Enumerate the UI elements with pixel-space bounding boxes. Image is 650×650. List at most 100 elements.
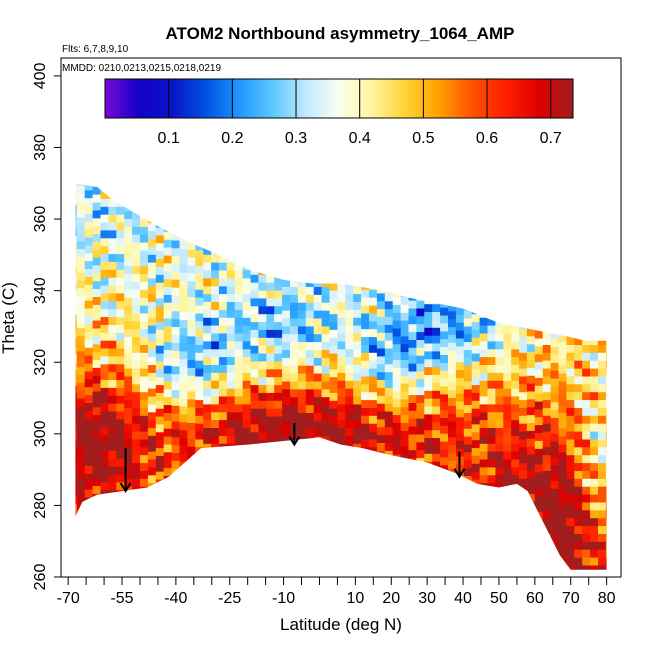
- heatmap-cell: [108, 387, 117, 396]
- heatmap-cell: [574, 509, 583, 519]
- heatmap-cell: [282, 294, 291, 303]
- heatmap-cell: [132, 494, 141, 503]
- heatmap-cell: [195, 368, 204, 377]
- heatmap-cell: [100, 292, 109, 302]
- x-tick-label: -25: [218, 590, 241, 607]
- heatmap-cell: [155, 274, 165, 283]
- heatmap-cell: [290, 262, 299, 272]
- heatmap-cell: [147, 451, 157, 460]
- heatmap-cell: [487, 325, 496, 334]
- heatmap-cell: [155, 297, 165, 307]
- heatmap-cell: [140, 486, 149, 495]
- heatmap-cell: [147, 482, 157, 491]
- heatmap-cell: [305, 396, 315, 406]
- heatmap-cell: [582, 352, 591, 361]
- heatmap-cell: [440, 378, 449, 387]
- heatmap-cell: [132, 352, 141, 361]
- heatmap-cell: [250, 431, 259, 441]
- heatmap-cell: [92, 453, 102, 463]
- heatmap-cell: [463, 365, 473, 374]
- heatmap-cell: [487, 466, 496, 476]
- heatmap-cell: [171, 381, 181, 391]
- heatmap-cell: [590, 352, 599, 361]
- heatmap-cell: [471, 423, 481, 433]
- heatmap-cell: [179, 295, 188, 305]
- heatmap-cell: [590, 446, 599, 456]
- heatmap-cell: [171, 255, 181, 265]
- heatmap-cell: [605, 431, 607, 440]
- heatmap-cell: [471, 400, 481, 409]
- heatmap-cell: [187, 359, 196, 368]
- heatmap-cell: [369, 431, 378, 440]
- heatmap-cell: [187, 320, 196, 329]
- heatmap-cell: [503, 490, 512, 499]
- heatmap-cell: [566, 383, 575, 393]
- heatmap-cell: [266, 368, 275, 378]
- heatmap-cell: [511, 458, 520, 468]
- heatmap-cell: [519, 470, 528, 479]
- heatmap-cell: [313, 357, 323, 366]
- heatmap-cell: [329, 415, 338, 425]
- heatmap-cell: [147, 403, 157, 413]
- heatmap-cell: [242, 356, 252, 365]
- heatmap-cell: [124, 431, 133, 440]
- heatmap-cell: [511, 348, 520, 358]
- heatmap-cell: [448, 428, 457, 438]
- heatmap-cell: [218, 348, 228, 358]
- heatmap-cell: [590, 375, 599, 385]
- heatmap-cell: [369, 352, 378, 361]
- heatmap-cell: [432, 303, 441, 312]
- heatmap-cell: [75, 204, 78, 213]
- heatmap-cell: [155, 282, 165, 291]
- heatmap-cell: [542, 328, 552, 338]
- heatmap-cell: [526, 327, 536, 337]
- heatmap-cell: [369, 328, 378, 338]
- heatmap-cell: [440, 441, 449, 450]
- heatmap-cell: [163, 302, 173, 311]
- heatmap-cell: [305, 325, 315, 335]
- heatmap-cell: [76, 216, 86, 226]
- heatmap-cell: [124, 226, 133, 235]
- heatmap-cell: [218, 269, 228, 279]
- heatmap-cell: [479, 443, 489, 452]
- heatmap-cell: [337, 356, 346, 365]
- heatmap-cell: [503, 419, 512, 428]
- heatmap-cell: [329, 329, 338, 338]
- heatmap-cell: [76, 492, 86, 501]
- heatmap-cell: [187, 461, 196, 471]
- heatmap-cell: [242, 325, 252, 334]
- heatmap-cell: [116, 316, 125, 325]
- x-tick-label: 20: [382, 590, 400, 607]
- heatmap-cell: [250, 423, 259, 433]
- heatmap-cell: [558, 499, 567, 508]
- heatmap-cell: [408, 418, 417, 427]
- heatmap-cell: [305, 302, 315, 311]
- heatmap-cell: [163, 483, 173, 492]
- heatmap-cell: [440, 401, 449, 411]
- heatmap-cell: [321, 436, 331, 445]
- heatmap-cell: [566, 549, 575, 558]
- heatmap-cell: [353, 317, 362, 326]
- heatmap-cell: [163, 475, 173, 484]
- heatmap-cell: [297, 404, 307, 413]
- heatmap-cell: [479, 332, 489, 342]
- heatmap-cell: [361, 391, 370, 401]
- dates-annotation: MMDD: 0210,0213,0215,0218,0219: [62, 63, 221, 74]
- heatmap-cell: [92, 398, 102, 408]
- heatmap-cell: [440, 433, 449, 442]
- heatmap-cell: [171, 413, 181, 422]
- heatmap-cell: [369, 383, 378, 393]
- heatmap-cell: [203, 332, 212, 342]
- colorbar-tick-label: 0.3: [285, 130, 307, 147]
- heatmap-cell: [511, 490, 520, 499]
- heatmap-cell: [92, 383, 102, 392]
- heatmap-cell: [226, 427, 236, 436]
- heatmap-cell: [124, 242, 133, 251]
- heatmap-cell: [440, 322, 449, 332]
- heatmap-cell: [424, 303, 433, 312]
- heatmap-cell: [242, 317, 252, 326]
- heatmap-cell: [550, 511, 560, 521]
- heatmap-cell: [171, 232, 181, 241]
- heatmap-cell: [376, 332, 386, 341]
- heatmap-cell: [542, 509, 552, 519]
